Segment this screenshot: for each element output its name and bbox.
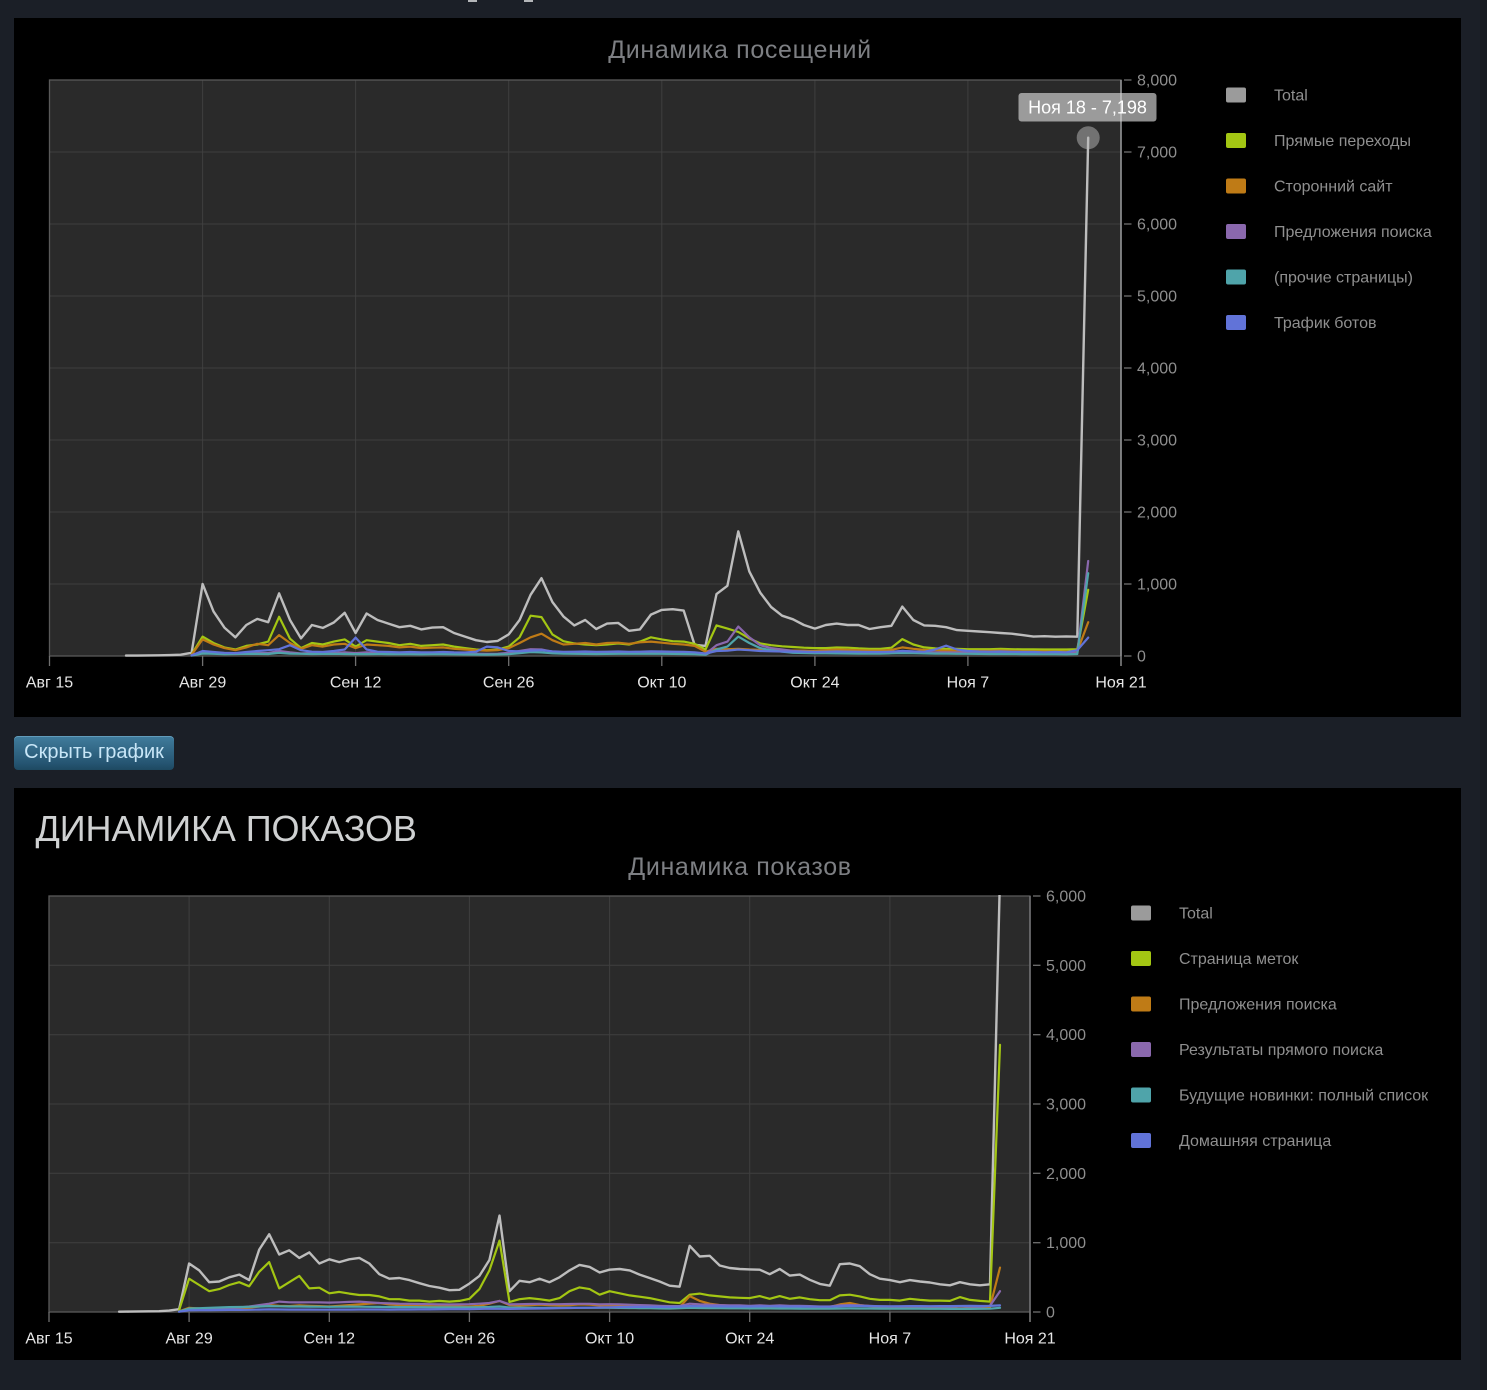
- svg-text:Предложения поиска: Предложения поиска: [1179, 997, 1337, 1014]
- svg-text:Окт 10: Окт 10: [637, 675, 686, 692]
- svg-text:Ноя 21: Ноя 21: [1004, 1331, 1055, 1348]
- svg-text:Авг 29: Авг 29: [165, 1331, 212, 1348]
- svg-text:Total: Total: [1179, 906, 1213, 923]
- svg-text:Предложения поиска: Предложения поиска: [1274, 224, 1432, 241]
- svg-text:Сен 12: Сен 12: [330, 675, 382, 692]
- svg-text:7,000: 7,000: [1137, 145, 1177, 162]
- svg-text:Сторонний сайт: Сторонний сайт: [1274, 179, 1393, 196]
- svg-text:Авг 15: Авг 15: [26, 675, 73, 692]
- svg-text:Ноя 7: Ноя 7: [947, 675, 990, 692]
- svg-text:4,000: 4,000: [1046, 1027, 1086, 1044]
- svg-text:3,000: 3,000: [1137, 433, 1177, 450]
- svg-text:Динамика посещений: Динамика посещений: [608, 36, 872, 64]
- svg-text:Total: Total: [1274, 88, 1308, 105]
- svg-text:Ноя 7: Ноя 7: [869, 1331, 912, 1348]
- svg-text:ДИНАМИКА ПОКАЗОВ: ДИНАМИКА ПОКАЗОВ: [36, 808, 417, 849]
- svg-text:Динамика показов: Динамика показов: [628, 853, 851, 881]
- svg-text:(прочие страницы): (прочие страницы): [1274, 270, 1413, 287]
- svg-text:6,000: 6,000: [1046, 889, 1086, 906]
- svg-text:2,000: 2,000: [1137, 505, 1177, 522]
- svg-text:Сен 26: Сен 26: [444, 1331, 496, 1348]
- svg-text:Трафик ботов: Трафик ботов: [1274, 315, 1376, 332]
- svg-text:6,000: 6,000: [1137, 217, 1177, 234]
- svg-text:0: 0: [1046, 1305, 1055, 1322]
- svg-text:0: 0: [1137, 649, 1146, 666]
- svg-text:Ноя 21: Ноя 21: [1095, 675, 1146, 692]
- svg-text:Будущие новинки: полный список: Будущие новинки: полный список: [1179, 1088, 1429, 1105]
- svg-text:8,000: 8,000: [1137, 73, 1177, 90]
- svg-text:Авг 15: Авг 15: [25, 1331, 72, 1348]
- svg-text:1,000: 1,000: [1137, 577, 1177, 594]
- svg-text:Домашняя страница: Домашняя страница: [1179, 1133, 1331, 1150]
- svg-text:Страница меток: Страница меток: [1179, 951, 1299, 968]
- svg-text:Прямые переходы: Прямые переходы: [1274, 133, 1411, 150]
- svg-text:Сен 26: Сен 26: [483, 675, 535, 692]
- svg-text:5,000: 5,000: [1137, 289, 1177, 306]
- svg-text:Результаты прямого поиска: Результаты прямого поиска: [1179, 1042, 1383, 1059]
- svg-text:4,000: 4,000: [1137, 361, 1177, 378]
- svg-text:1,000: 1,000: [1046, 1235, 1086, 1252]
- svg-text:Авг 29: Авг 29: [179, 675, 226, 692]
- svg-text:5,000: 5,000: [1046, 958, 1086, 975]
- svg-text:Окт 24: Окт 24: [790, 675, 839, 692]
- svg-text:2,000: 2,000: [1046, 1166, 1086, 1183]
- svg-text:Ноя 18 - 7,198: Ноя 18 - 7,198: [1028, 98, 1147, 118]
- svg-text:3,000: 3,000: [1046, 1097, 1086, 1114]
- svg-text:Окт 24: Окт 24: [725, 1331, 774, 1348]
- svg-text:Окт 10: Окт 10: [585, 1331, 634, 1348]
- svg-text:Сен 12: Сен 12: [304, 1331, 356, 1348]
